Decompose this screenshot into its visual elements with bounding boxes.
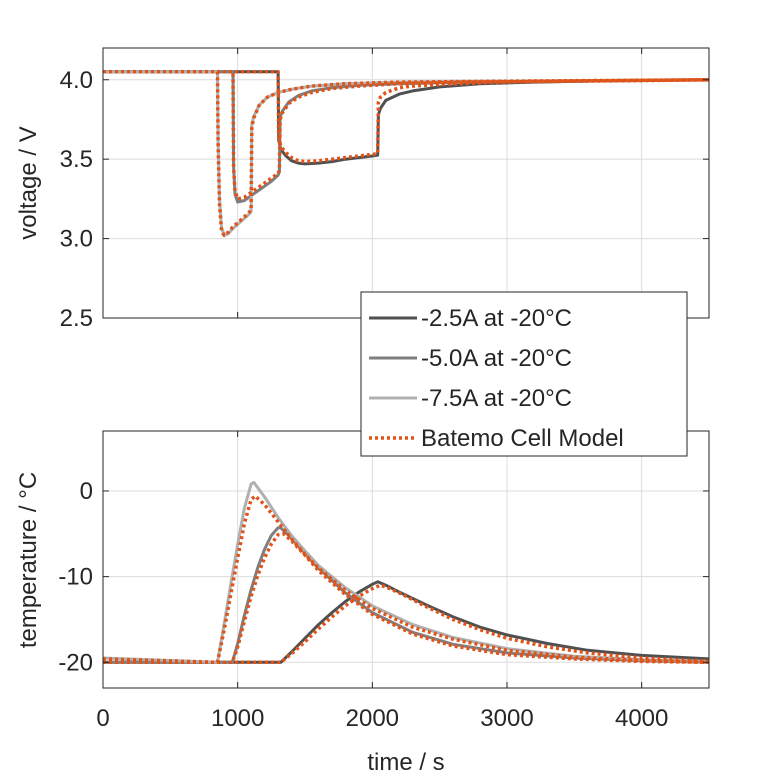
- voltage-series-line-0: [103, 70, 709, 166]
- voltage-ytick-label: 3.5: [60, 146, 93, 173]
- xtick-label: 0: [96, 705, 109, 732]
- xtick-label: 1000: [211, 705, 264, 732]
- temperature-ticks: 0 1000 2000 3000 4000 -20 -10 0: [58, 431, 709, 732]
- voltage-ytick-label: 2.5: [60, 305, 93, 332]
- xtick-label: 2000: [346, 705, 399, 732]
- voltage-ylabel: voltage / V: [15, 126, 42, 239]
- temperature-series: [103, 480, 709, 665]
- temperature-ytick-label: -10: [58, 564, 93, 591]
- legend-label: -5.0A at -20°C: [421, 345, 572, 372]
- time-xlabel: time / s: [367, 749, 444, 776]
- temperature-series-line-0: [103, 580, 709, 664]
- legend-label: -2.5A at -20°C: [421, 305, 572, 332]
- temperature-series-line-3: [103, 494, 709, 665]
- temperature-ytick-label: -20: [58, 649, 93, 676]
- voltage-plot-area: [103, 48, 709, 318]
- temperature-series-line-4: [103, 532, 709, 665]
- voltage-series-line-3: [103, 70, 709, 238]
- legend-label: -7.5A at -20°C: [421, 385, 572, 412]
- voltage-ytick-label: 4.0: [60, 67, 93, 94]
- temperature-plot-area: [103, 431, 709, 688]
- legend-label: Batemo Cell Model: [421, 425, 624, 452]
- temperature-series-line-5: [103, 583, 709, 665]
- voltage-panel: 2.5 3.0 3.5 4.0 voltage / V: [15, 47, 710, 332]
- xtick-label: 3000: [480, 705, 533, 732]
- temperature-ytick-label: 0: [80, 478, 93, 505]
- temperature-panel: 0 1000 2000 3000 4000 -20 -10 0 temperature / °…: [15, 430, 710, 776]
- temperature-ylabel: temperature / °C: [15, 472, 42, 648]
- voltage-ticks: 2.5 3.0 3.5 4.0: [60, 48, 709, 332]
- voltage-series: [103, 70, 709, 238]
- legend: -2.5A at -20°C -5.0A at -20°C -7.5A at -20…: [360, 291, 688, 457]
- voltage-ytick-label: 3.0: [60, 226, 93, 253]
- xtick-label: 4000: [615, 705, 668, 732]
